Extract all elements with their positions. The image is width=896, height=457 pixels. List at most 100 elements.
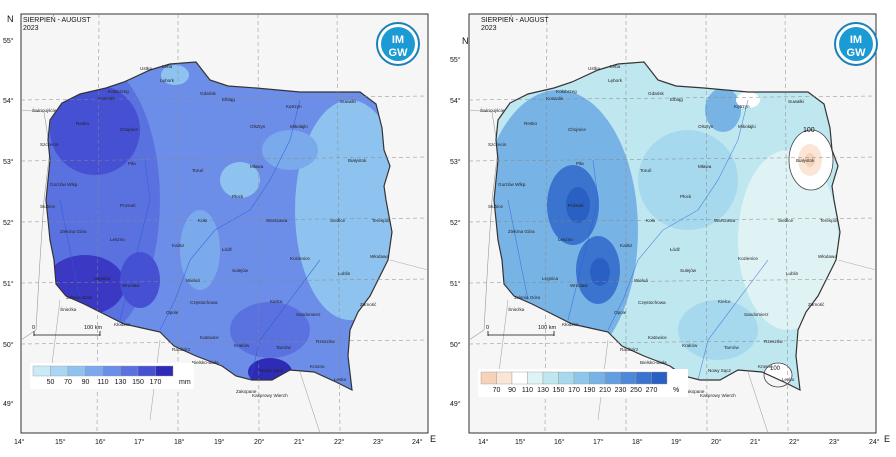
city-label: Elbląg [670, 97, 683, 102]
legend-value: 150 [553, 387, 565, 394]
lon-label: 14° [14, 438, 25, 446]
lat-label: 49° [450, 400, 461, 408]
lon-label: 19° [671, 438, 682, 446]
city-label: Rzeszów [764, 339, 783, 344]
legend-swatch [50, 365, 69, 377]
legend-swatch [558, 371, 575, 385]
lon-label: 20° [711, 438, 722, 446]
legend-swatch [573, 371, 590, 385]
lat-label: 50° [450, 341, 461, 349]
city-label: Opole [614, 310, 627, 315]
north-label: N [462, 36, 469, 46]
city-label: Poznań [568, 203, 584, 208]
legend-value: 250 [630, 387, 642, 394]
city-label: Warszawa [266, 218, 288, 223]
city-label: Ustka [588, 66, 600, 71]
city-label: Racibórz [620, 347, 639, 352]
lon-label: 16° [95, 438, 106, 446]
city-label: Ustka [140, 66, 152, 71]
city-label: Piła [576, 161, 584, 166]
city-label: Terespol [372, 218, 389, 223]
contour-100-north [788, 129, 834, 191]
city-label: Kłodzko [114, 322, 131, 327]
logo-text-top: IM [850, 34, 862, 46]
map-year: 2023 [481, 25, 497, 32]
legend-value: 150 [132, 379, 144, 386]
city-label: Rzeszów [316, 339, 335, 344]
precipitation-map: SIERPIEŃ - AUGUST 2023 IM GW N E 55° 54°… [3, 13, 436, 446]
city-label: Kozienice [738, 256, 758, 261]
lon-label: 18° [174, 438, 185, 446]
city-label: Zielona Góra [60, 229, 87, 234]
percent-of-normal-map: 100 100 SIERPIEŃ - AUGUST 2023 IM GW N E… [450, 13, 890, 446]
lon-labels: 14° 15° 16° 17° 18° 19° 20° 21° 22° 23° … [14, 438, 423, 446]
city-label: Legnica [94, 276, 111, 281]
lat-label: 49° [3, 400, 14, 408]
legend-swatch [137, 365, 156, 377]
lon-labels: 14° 15° 16° 17° 18° 19° 20° 21° 22° 23° … [478, 438, 880, 446]
legend-value: 70 [493, 387, 501, 394]
contour-label: 100 [803, 127, 815, 134]
city-label: Poznań [120, 203, 136, 208]
city-label: Wieluń [634, 278, 648, 283]
city-label: Śnieżka [508, 305, 525, 312]
legend-unit: mm [179, 379, 191, 386]
legend-value: 110 [97, 379, 108, 386]
lat-label: 51° [450, 280, 461, 288]
map-title: SIERPIEŃ - AUGUST [481, 15, 549, 24]
city-label: Sulejów [680, 268, 697, 273]
city-label: Bielsko-Biała [640, 360, 667, 365]
legend-swatch [635, 371, 652, 385]
scale-bar: 0 100 km [486, 325, 556, 336]
legend-swatch [155, 365, 174, 377]
city-label: Sulejów [232, 268, 249, 273]
city-label: Koszalin [98, 96, 116, 101]
lon-label: 23° [829, 438, 840, 446]
city-label: Wrocław [122, 283, 140, 288]
city-label: Kasprowy Wierch [700, 393, 736, 398]
legend-value: 130 [537, 387, 549, 394]
city-label: Słubice [488, 204, 504, 209]
city-labels: Ustka Łeba Lębork Gdańsk Elbląg Kętrzyn … [480, 64, 837, 398]
lon-label: 15° [55, 438, 66, 446]
city-label: Zakopane [684, 389, 705, 394]
imgw-logo: IM GW [834, 22, 878, 66]
lon-label: 24° [869, 438, 880, 446]
city-label: Łódź [222, 247, 233, 252]
city-label: Kalisz [620, 243, 633, 248]
city-label: Wieluń [186, 278, 200, 283]
city-label: Wrocław [570, 283, 588, 288]
lon-label: 22° [789, 438, 800, 446]
city-label: Lesko [782, 377, 795, 382]
city-label: Kielce [718, 299, 731, 304]
city-label: Kalisz [172, 243, 185, 248]
city-label: Lesko [334, 377, 347, 382]
north-label: N [7, 14, 14, 24]
legend-value: 270 [646, 387, 658, 394]
legend-unit: % [673, 387, 679, 394]
neighbour-borders [20, 109, 51, 341]
city-label: Koło [198, 218, 208, 223]
legend-swatch [511, 371, 528, 385]
city-label: Krosno [758, 364, 773, 369]
lat-label: 55° [450, 56, 461, 64]
city-label: Śnieżka [60, 305, 77, 312]
lon-label: 16° [554, 438, 565, 446]
city-label: Sandomierz [744, 312, 769, 317]
lat-label: 52° [450, 219, 461, 227]
city-label: Mikołajki [738, 124, 756, 129]
city-label: Chojnice [120, 127, 138, 132]
city-label: Łeba [610, 64, 621, 69]
city-label: Tarnów [276, 345, 291, 350]
city-label: Białystok [348, 158, 367, 163]
city-label: Chojnice [568, 127, 586, 132]
city-label: Płock [680, 194, 692, 199]
precipitation-field [46, 62, 392, 390]
city-label: Siedlce [330, 218, 346, 223]
neighbour-borders [468, 109, 499, 341]
legend-value: 110 [522, 387, 533, 394]
city-label: Kielce [270, 299, 283, 304]
city-label: Białystok [796, 158, 815, 163]
city-label: Lublin [786, 271, 799, 276]
city-label: Szczecin [488, 142, 507, 147]
